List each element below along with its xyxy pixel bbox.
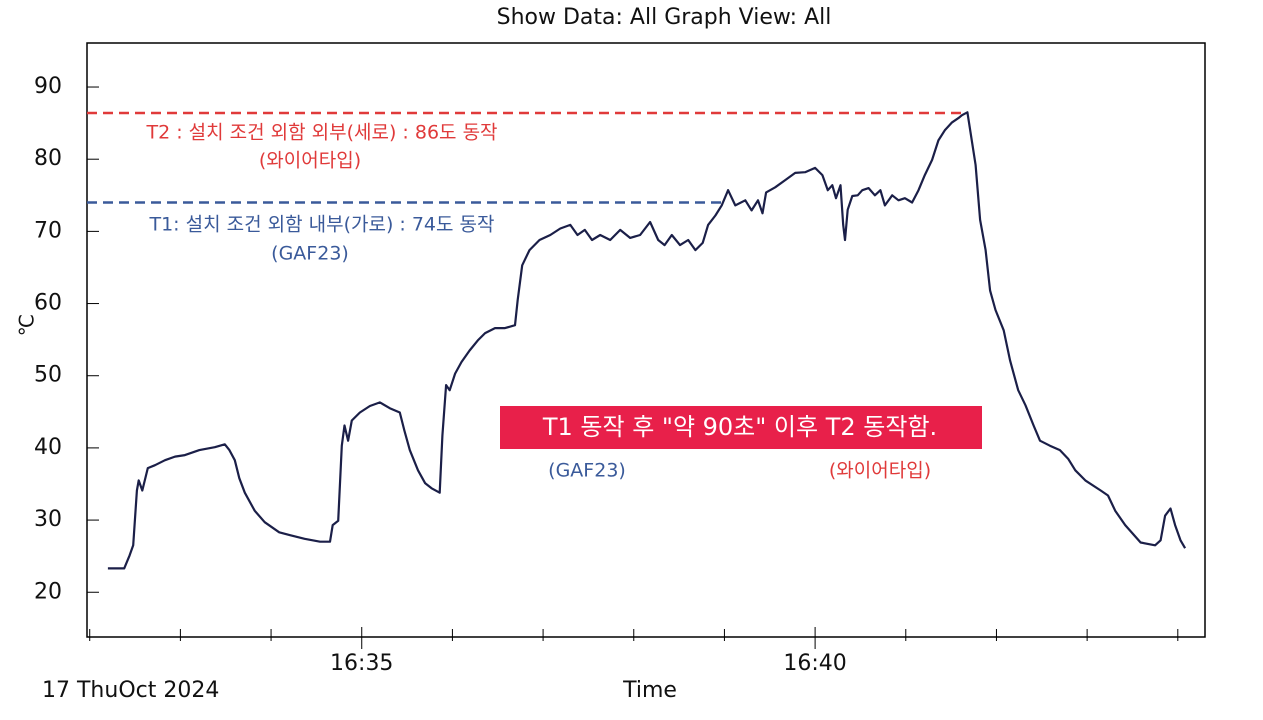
annotation: T2 : 설치 조건 외함 외부(세로) : 86도 동작: [145, 122, 497, 144]
annotation-box: [500, 406, 982, 449]
y-tick-label: 60: [34, 291, 62, 316]
y-tick-label: 80: [34, 146, 62, 171]
y-tick-label: 90: [34, 74, 62, 99]
date-label: 17 ThuOct 2024: [42, 678, 219, 703]
annotation: T1: 설치 조건 외함 내부(가로) : 74도 동작: [148, 214, 494, 236]
annotation: T1 동작 후 "약 90초" 이후 T2 동작함.: [542, 413, 937, 441]
annotation: (와이어타입): [829, 460, 931, 482]
y-tick-label: 70: [34, 218, 62, 243]
y-tick-label: 30: [34, 507, 62, 532]
annotation: (GAF23): [548, 460, 626, 482]
x-tick-label: 16:35: [330, 651, 393, 676]
x-tick-label: 16:40: [783, 651, 846, 676]
data-line: [107, 111, 1187, 570]
chart-title: Show Data: All Graph View: All: [497, 5, 832, 30]
x-axis-label: Time: [622, 678, 677, 703]
annotation: (와이어타입): [259, 150, 361, 172]
y-tick-label: 20: [34, 579, 62, 604]
plot-frame: [86, 42, 1206, 638]
y-axis-label: ℃: [15, 314, 39, 336]
annotation: (GAF23): [271, 243, 349, 265]
y-tick-label: 40: [34, 435, 62, 460]
y-tick-label: 50: [34, 363, 62, 388]
